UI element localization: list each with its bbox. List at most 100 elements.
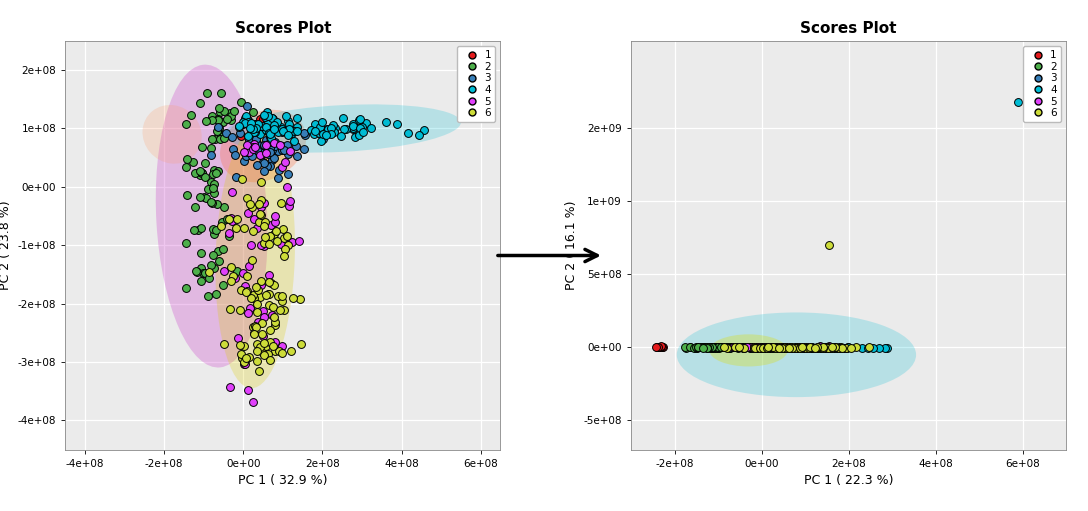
Point bbox=[714, 343, 731, 352]
Point bbox=[710, 343, 728, 352]
Point bbox=[248, 308, 265, 316]
Point bbox=[746, 342, 764, 351]
Point bbox=[177, 120, 195, 128]
Point bbox=[284, 294, 301, 302]
Point bbox=[198, 89, 215, 98]
Point bbox=[248, 357, 265, 365]
Point bbox=[726, 343, 743, 352]
Point bbox=[801, 344, 818, 352]
Point bbox=[777, 343, 794, 352]
Point bbox=[762, 343, 779, 351]
Point bbox=[272, 123, 289, 131]
Point bbox=[237, 288, 255, 296]
Point bbox=[735, 343, 753, 352]
Point bbox=[753, 343, 770, 351]
Point bbox=[788, 343, 805, 352]
Point bbox=[248, 146, 265, 154]
Point bbox=[693, 343, 710, 351]
Point bbox=[815, 343, 832, 352]
Point bbox=[753, 343, 770, 352]
Point bbox=[263, 146, 281, 154]
Point bbox=[830, 343, 848, 352]
Point bbox=[251, 203, 269, 212]
Point bbox=[199, 292, 217, 300]
Point bbox=[260, 290, 277, 298]
Point bbox=[727, 343, 744, 352]
Point bbox=[749, 343, 766, 352]
Point bbox=[357, 119, 374, 127]
Point bbox=[259, 141, 276, 149]
Point bbox=[812, 342, 829, 350]
Point bbox=[203, 134, 221, 143]
Point bbox=[252, 281, 270, 289]
Point bbox=[772, 344, 790, 352]
Point bbox=[783, 343, 801, 352]
Point bbox=[237, 354, 255, 362]
Point bbox=[801, 344, 818, 352]
Point bbox=[244, 398, 261, 406]
Point bbox=[235, 148, 252, 156]
Point bbox=[243, 203, 260, 211]
Point bbox=[759, 343, 777, 352]
Point bbox=[651, 343, 668, 351]
Point bbox=[250, 120, 268, 128]
Point bbox=[191, 249, 209, 257]
Point bbox=[208, 200, 225, 208]
Point bbox=[194, 268, 211, 276]
Point bbox=[334, 114, 351, 123]
Point bbox=[781, 343, 799, 352]
Point bbox=[223, 217, 240, 225]
Point bbox=[261, 240, 279, 248]
Point bbox=[713, 343, 730, 352]
Point bbox=[717, 343, 734, 351]
Point bbox=[282, 197, 299, 205]
Point bbox=[207, 169, 224, 177]
Point bbox=[288, 123, 306, 131]
Point bbox=[224, 133, 242, 142]
Point bbox=[803, 343, 820, 351]
Point bbox=[759, 343, 777, 351]
Point bbox=[351, 115, 369, 124]
Point bbox=[743, 343, 761, 351]
Point bbox=[260, 289, 277, 297]
Point bbox=[224, 272, 242, 280]
Point bbox=[795, 344, 813, 352]
Point bbox=[324, 121, 342, 129]
Point bbox=[206, 180, 223, 188]
Point bbox=[273, 146, 290, 154]
Point bbox=[747, 343, 765, 351]
Point bbox=[712, 343, 729, 351]
Point bbox=[378, 118, 395, 126]
Point bbox=[795, 344, 813, 352]
Point bbox=[212, 222, 230, 230]
Point bbox=[206, 189, 223, 197]
Point bbox=[734, 343, 752, 351]
Point bbox=[681, 343, 698, 352]
Point bbox=[235, 157, 252, 165]
Point bbox=[232, 129, 249, 137]
Point bbox=[742, 343, 759, 352]
Point bbox=[839, 343, 856, 352]
Point bbox=[761, 343, 778, 352]
Point bbox=[759, 343, 777, 352]
Point bbox=[787, 343, 804, 352]
Point bbox=[712, 343, 729, 352]
Point bbox=[246, 322, 263, 331]
Point bbox=[778, 343, 795, 352]
Point bbox=[264, 341, 282, 350]
Point bbox=[232, 132, 249, 140]
Point bbox=[251, 115, 269, 124]
Point bbox=[766, 343, 783, 352]
Point bbox=[870, 344, 888, 352]
Point bbox=[262, 122, 280, 130]
Point bbox=[257, 122, 274, 130]
Point bbox=[215, 267, 233, 275]
Point bbox=[781, 344, 799, 352]
Point bbox=[318, 131, 335, 139]
Point bbox=[239, 119, 257, 127]
Point bbox=[762, 343, 779, 352]
Point bbox=[226, 150, 244, 158]
Point bbox=[690, 343, 707, 351]
Point bbox=[742, 344, 759, 352]
Point bbox=[227, 173, 245, 181]
